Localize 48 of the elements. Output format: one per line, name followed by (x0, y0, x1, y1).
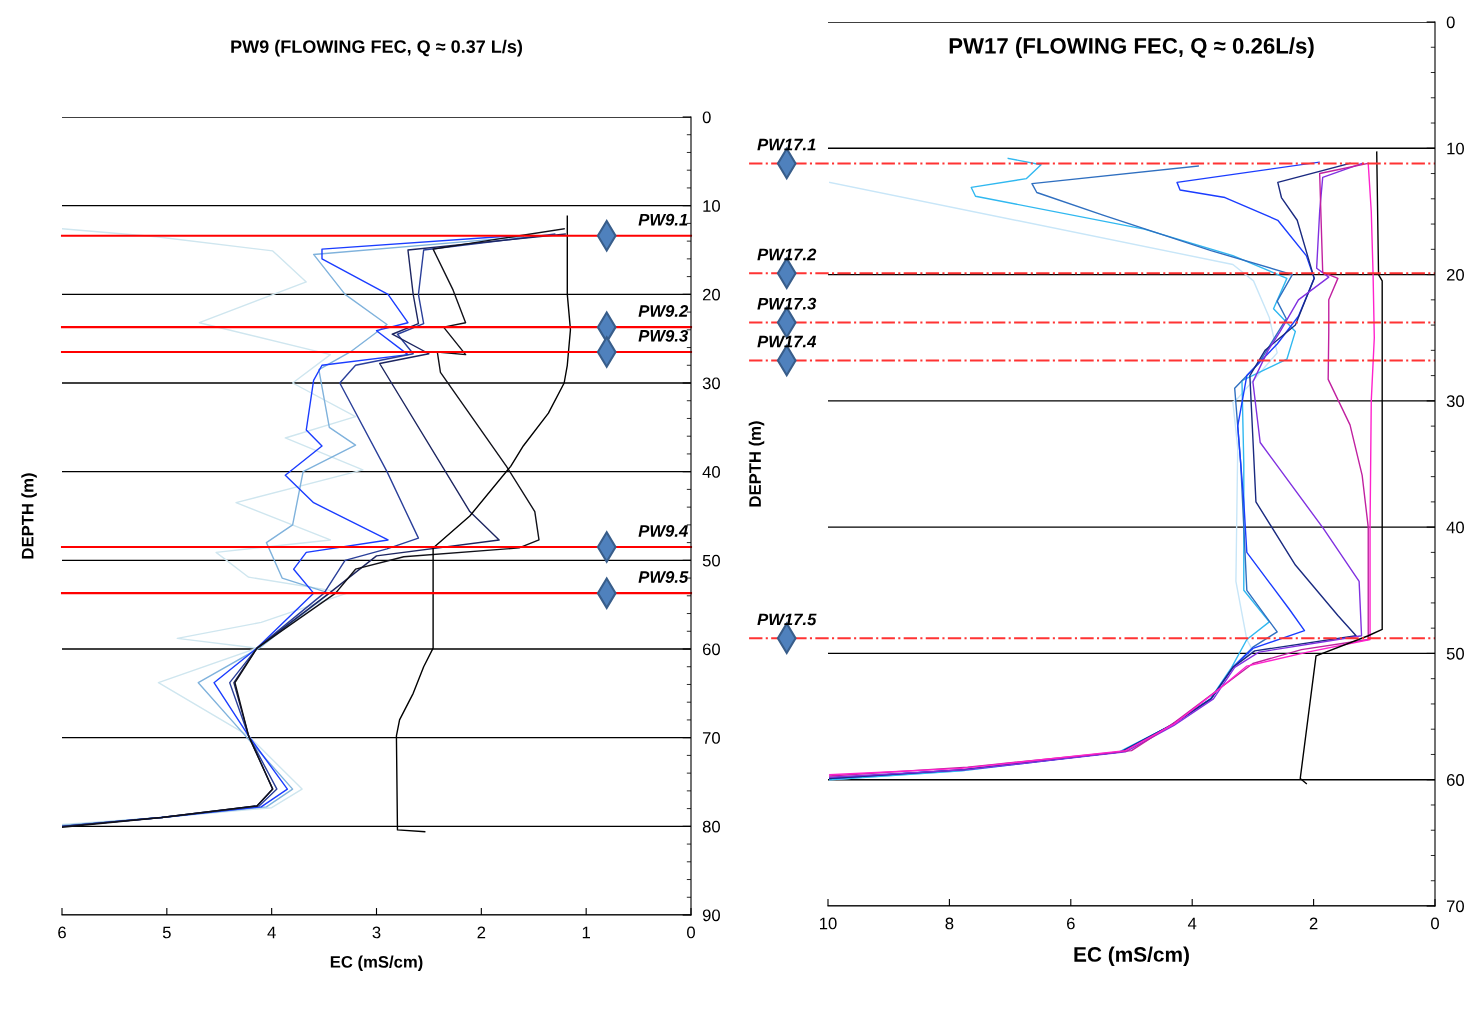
x-tick-label: 2 (477, 926, 486, 939)
y-tick-label: 50 (1446, 647, 1464, 660)
y-tick-label: 20 (702, 288, 720, 301)
y-axis-title: DEPTH (m) (748, 421, 765, 507)
x-tick-label: 2 (1309, 917, 1318, 930)
y-tick-label: 40 (702, 466, 720, 478)
ref-line-label: PW9.1 (638, 213, 688, 226)
y-tick-label: 80 (702, 820, 720, 833)
ref-line-label: PW17.4 (757, 335, 817, 348)
y-tick-label: 20 (1446, 268, 1464, 281)
ref-line-label: PW9.5 (638, 571, 689, 583)
y-tick-label: 10 (703, 200, 720, 212)
x-tick-label: 10 (820, 917, 837, 930)
x-axis-title: EC (mS/cm) (330, 955, 423, 972)
y-tick-label: 70 (1446, 900, 1464, 913)
ref-line-label: PW9.2 (638, 305, 689, 317)
y-axis-title: DEPTH (m) (21, 473, 37, 559)
line-series (62, 228, 364, 826)
x-tick-label: 4 (267, 926, 276, 939)
x-tick-label: 0 (687, 926, 695, 939)
x-tick-label: 1 (582, 926, 590, 939)
y-tick-label: 90 (702, 909, 720, 922)
chart-title: PW9 (FLOWING FEC, Q ≈ 0.37 L/s) (231, 39, 523, 57)
ref-line-label: PW17.3 (757, 297, 817, 310)
x-tick-label: 5 (162, 926, 171, 939)
x-tick-label: 0 (1431, 917, 1439, 930)
y-tick-label: 10 (1447, 142, 1464, 155)
x-tick-label: 4 (1187, 917, 1197, 930)
text: PW17 (FLOWING FEC, Q ≈ 0.26L/s) (949, 37, 1314, 59)
x-axis-title: EC (mS/cm) (1074, 946, 1189, 966)
x-tick-label: 8 (945, 917, 954, 930)
y-tick-label: 0 (1446, 16, 1455, 29)
y-tick-label: 0 (702, 111, 711, 124)
ref-line-label: PW9.3 (638, 329, 689, 342)
y-tick-label: 30 (702, 377, 720, 390)
y-tick-label: 40 (1446, 521, 1464, 534)
y-tick-label: 60 (1446, 774, 1464, 786)
y-tick-label: 30 (1446, 395, 1464, 408)
ref-line-label: PW9.4 (638, 524, 688, 537)
y-tick-label: 60 (702, 643, 720, 656)
y-tick-label: 50 (702, 554, 720, 567)
x-tick-label: 6 (58, 926, 66, 939)
ref-line-label: PW17.5 (757, 613, 817, 626)
y-tick-label: 70 (702, 732, 720, 744)
ref-line-label: PW17.1 (757, 138, 816, 151)
x-tick-label: 3 (372, 926, 381, 939)
x-tick-label: 6 (1067, 917, 1075, 930)
ref-line-label: PW17.2 (757, 248, 817, 261)
